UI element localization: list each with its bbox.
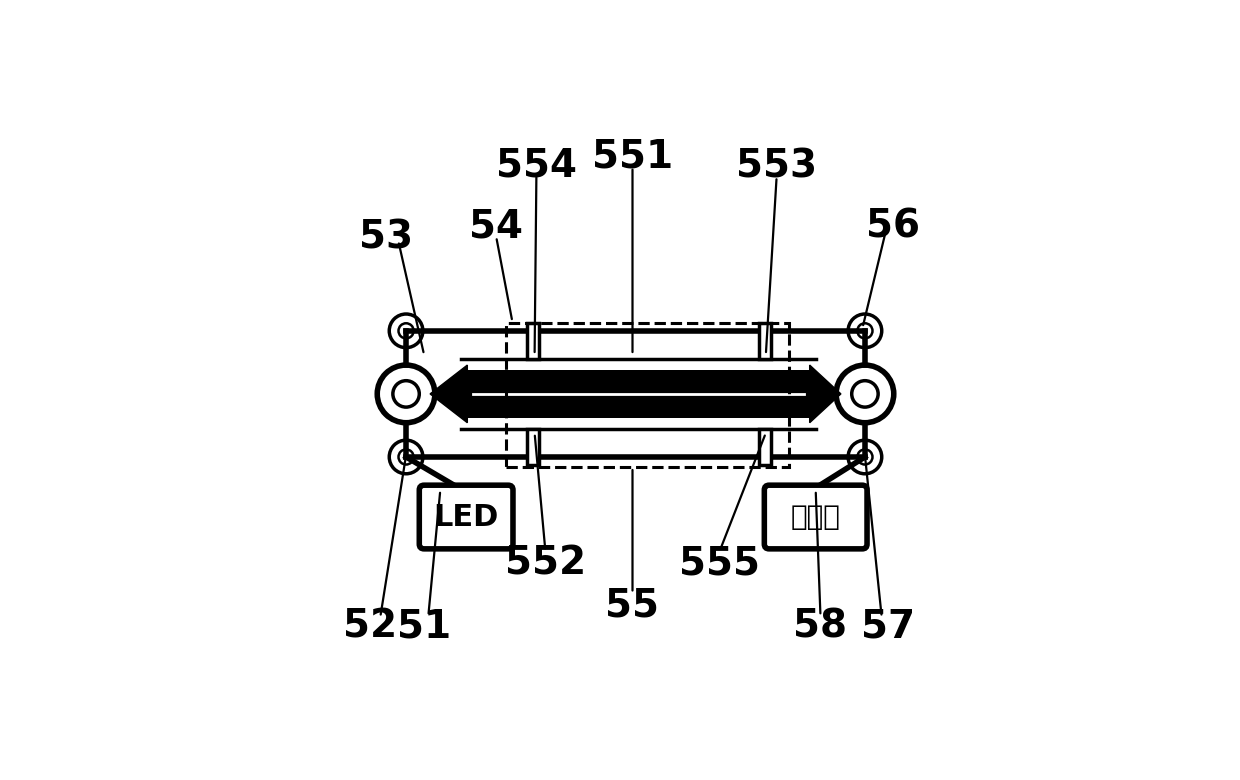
Bar — [527, 429, 539, 465]
Text: 52: 52 — [343, 608, 397, 646]
Text: 55: 55 — [605, 587, 660, 624]
Bar — [759, 429, 770, 465]
Polygon shape — [430, 365, 467, 423]
Text: 552: 552 — [505, 544, 587, 582]
Text: LED: LED — [434, 502, 498, 531]
Text: 51: 51 — [397, 608, 451, 646]
Text: 53: 53 — [360, 218, 413, 257]
Text: 551: 551 — [591, 137, 673, 176]
FancyBboxPatch shape — [419, 485, 513, 549]
Text: 58: 58 — [794, 608, 847, 646]
Bar — [506, 323, 789, 467]
Text: 57: 57 — [861, 608, 915, 646]
Bar — [467, 370, 810, 418]
Text: 553: 553 — [737, 148, 817, 186]
Bar — [759, 323, 770, 359]
Bar — [527, 323, 539, 359]
Text: 56: 56 — [866, 208, 920, 246]
FancyBboxPatch shape — [764, 485, 867, 549]
Text: 光谱仪: 光谱仪 — [791, 503, 841, 531]
Polygon shape — [810, 365, 841, 423]
Text: 555: 555 — [680, 544, 760, 582]
Text: 54: 54 — [469, 208, 523, 246]
Text: 554: 554 — [496, 147, 577, 185]
